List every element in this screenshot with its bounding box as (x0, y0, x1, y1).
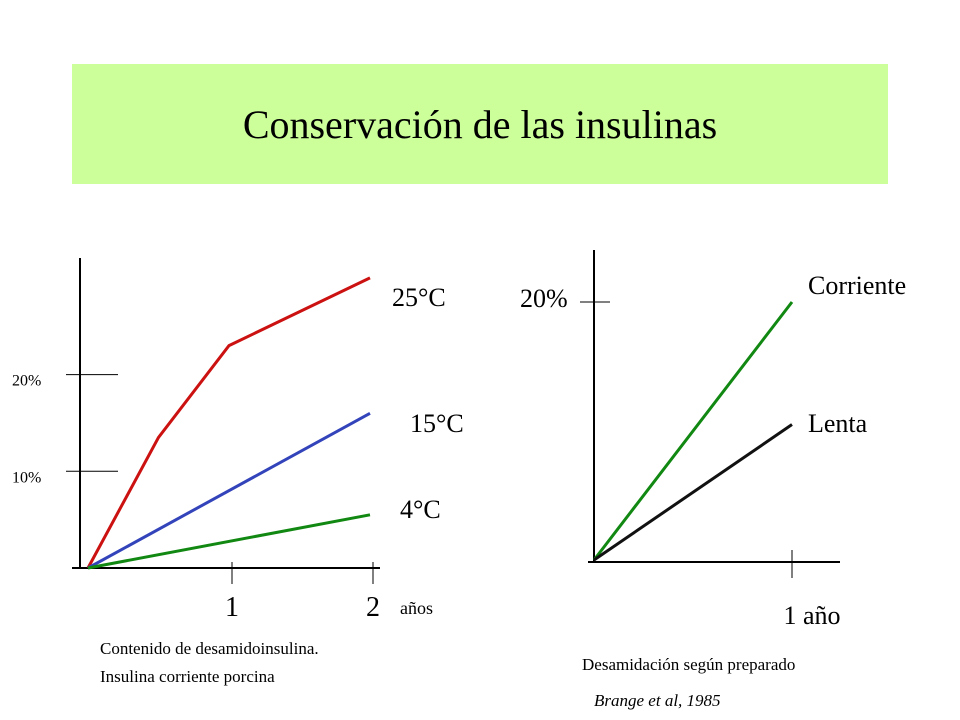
x-axis-label: años (400, 598, 433, 618)
page-title: Conservación de las insulinas (242, 101, 718, 147)
series-line-0 (86, 276, 371, 569)
x-tick-label: 2 (366, 592, 380, 623)
x-tick-label: 1 año (783, 601, 840, 630)
series-line-1 (87, 411, 371, 570)
series-label: 25°C (392, 283, 446, 312)
series-line-1 (593, 423, 793, 562)
caption-line: Insulina corriente porcina (100, 667, 275, 686)
caption-line: Contenido de desamidoinsulina. (100, 639, 319, 658)
series-label: 15°C (410, 409, 464, 438)
y-tick-label: 20% (520, 284, 568, 313)
y-tick-label: 10% (12, 469, 41, 486)
series-label: 4°C (400, 495, 441, 524)
series-label: Lenta (808, 409, 868, 438)
citation: Brange et al, 1985 (594, 691, 721, 710)
title-banner: Conservación de las insulinas (72, 64, 888, 184)
x-tick-label: 1 (225, 592, 239, 623)
series-line-0 (592, 301, 794, 561)
series-label: Corriente (808, 271, 906, 300)
series-line-2 (87, 513, 371, 570)
y-tick-label: 20% (12, 373, 41, 390)
caption-line: Desamidación según preparado (582, 655, 795, 674)
